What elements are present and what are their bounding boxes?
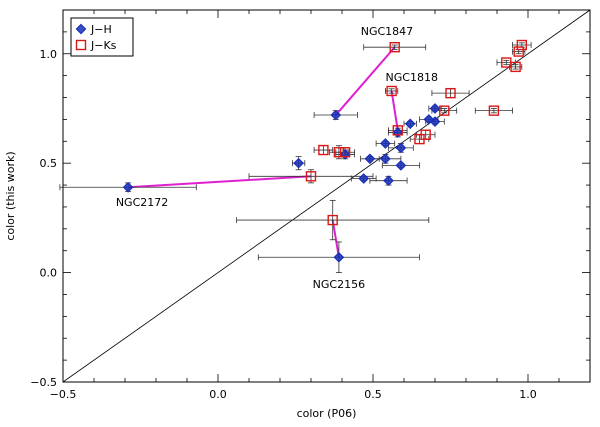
y-tick-label: 0.5 <box>40 157 58 170</box>
jh-point <box>333 251 345 263</box>
jks-point <box>439 105 450 116</box>
jh-point <box>380 153 391 165</box>
errorbar <box>496 59 516 66</box>
jh-point <box>293 157 304 169</box>
jks-point <box>392 125 403 136</box>
jks-point <box>327 214 338 226</box>
errorbar <box>474 107 513 114</box>
jh-point <box>330 109 342 121</box>
errorbar-layer <box>59 42 532 273</box>
jks-point <box>386 85 397 97</box>
annotation-ngc1847: NGC1847 <box>361 25 413 38</box>
identity-line <box>62 9 591 383</box>
jh-point <box>392 127 404 138</box>
jh-point <box>380 138 391 149</box>
y-axis-label: color (this work) <box>4 151 17 240</box>
connector-layer <box>128 46 399 258</box>
legend: J−H J−Ks <box>70 17 134 57</box>
jks-point <box>339 147 351 158</box>
jh-point <box>395 142 407 154</box>
tick-layer <box>62 9 591 383</box>
jks-point <box>333 147 345 158</box>
marker-layer <box>122 39 527 263</box>
legend-jks-square <box>75 39 87 51</box>
jks-point <box>513 46 524 57</box>
jks-point <box>305 171 317 182</box>
tick-label-layer: −0.5 0.0 0.5 1.0 −0.5 0.0 0.5 1.0 <box>30 48 536 401</box>
y-tick-label: 1.0 <box>40 48 58 61</box>
jks-point <box>389 42 400 53</box>
annotation-ngc2156: NGC2156 <box>313 278 365 291</box>
connector-ngc2172 <box>128 175 312 189</box>
legend-jks-label: J−Ks <box>90 39 117 52</box>
connector-ngc2156 <box>331 219 340 258</box>
identity-line-layer <box>62 9 591 383</box>
legend-jks-square-marker <box>75 39 87 51</box>
jh-point <box>122 181 134 193</box>
connector-ngc1847 <box>335 46 396 116</box>
legend-jh-label: J−H <box>90 23 112 36</box>
jh-point <box>358 173 370 184</box>
annotation-ngc1818: NGC1818 <box>386 71 438 84</box>
jh-point <box>364 153 376 165</box>
x-tick-label: 1.0 <box>519 388 537 401</box>
x-tick-label: −0.5 <box>50 388 77 401</box>
jks-point <box>516 39 527 51</box>
errorbar <box>431 88 470 98</box>
errorbar <box>248 169 374 184</box>
plot-frame <box>62 9 591 383</box>
jks-point <box>318 144 329 156</box>
jks-point <box>445 87 456 99</box>
jks-point <box>510 61 521 73</box>
jks-point <box>488 105 500 116</box>
legend-jh-diamond-marker <box>75 23 87 35</box>
x-axis-label: color (P06) <box>297 407 357 420</box>
y-tick-label: −0.5 <box>30 376 57 389</box>
x-tick-label: 0.0 <box>209 388 227 401</box>
jks-point <box>420 129 431 140</box>
errorbar <box>236 199 430 241</box>
jh-point <box>395 160 407 171</box>
connector-ngc1818 <box>390 90 399 131</box>
errorbar <box>363 44 427 51</box>
annotation-layer: NGC1847 NGC1818 NGC2172 NGC2156 <box>116 25 438 291</box>
jh-point <box>429 103 441 114</box>
legend-jh-diamond <box>75 23 87 35</box>
jh-point <box>383 175 394 187</box>
jh-point <box>404 118 416 130</box>
annotation-ngc2172: NGC2172 <box>116 196 168 209</box>
jh-point <box>429 116 441 127</box>
y-tick-label: 0.0 <box>40 267 58 280</box>
x-tick-label: 0.5 <box>364 388 382 401</box>
